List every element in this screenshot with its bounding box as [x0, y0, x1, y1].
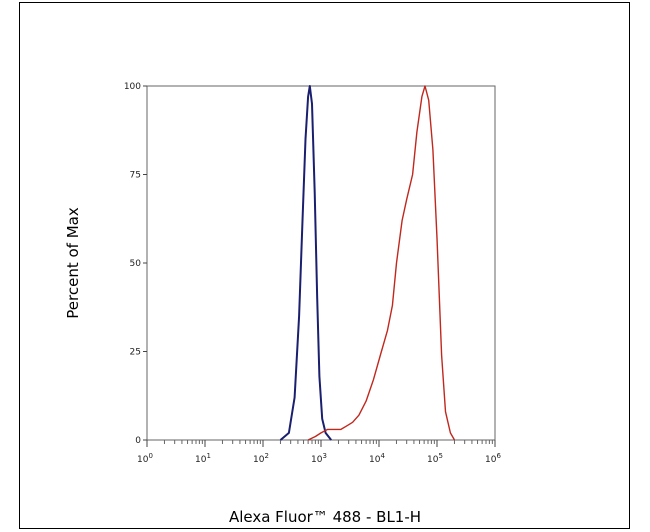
x-axis-title: Alexa Fluor™ 488 - BL1-H [229, 508, 421, 526]
y-tick-label: 100 [124, 82, 141, 92]
y-tick-label: 0 [135, 436, 141, 446]
y-tick-label: 75 [130, 171, 141, 181]
x-tick-label: 100 [137, 452, 153, 465]
series-line-1 [279, 85, 332, 441]
x-tick-label: 103 [311, 452, 327, 465]
y-tick-label: 50 [130, 259, 142, 269]
x-tick-label: 101 [195, 452, 211, 465]
series-line-2 [307, 85, 456, 441]
x-tick-label: 105 [427, 452, 443, 465]
y-tick-label: 25 [130, 348, 141, 358]
x-tick-label: 106 [485, 452, 501, 465]
y-axis: 0 25 50 75 100 [124, 82, 147, 446]
figure-frame [19, 2, 630, 529]
x-tick-label: 102 [253, 452, 269, 465]
x-axis: 100 101 102 103 104 105 106 [137, 440, 501, 465]
x-tick-label: 104 [369, 452, 385, 465]
y-axis-title: Percent of Max [64, 207, 82, 319]
series-layer [279, 85, 456, 441]
